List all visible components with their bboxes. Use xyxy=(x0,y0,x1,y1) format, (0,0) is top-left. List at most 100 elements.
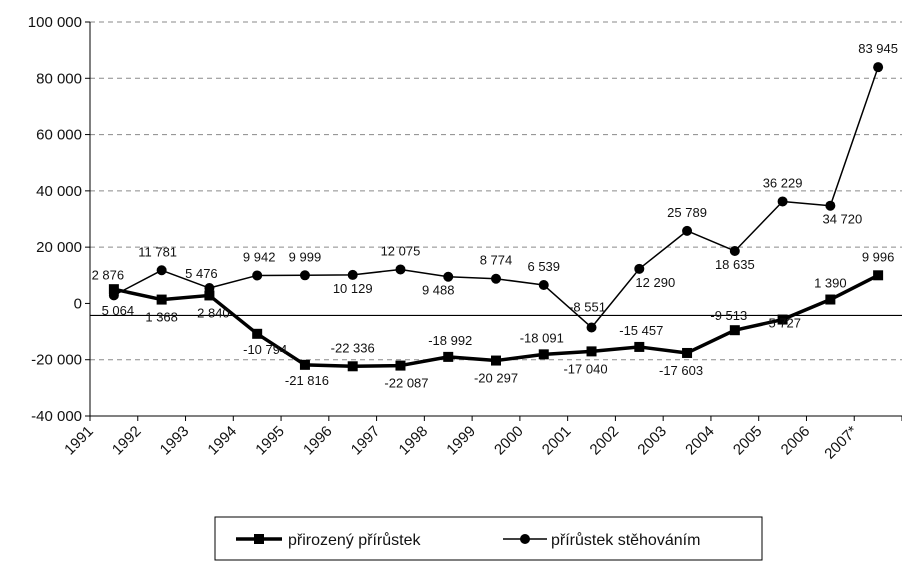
data-point-circle xyxy=(395,264,406,275)
y-tick-label: 60 000 xyxy=(36,127,82,144)
data-label: 1 390 xyxy=(814,276,847,291)
data-point-square xyxy=(491,355,501,366)
data-label: 1 368 xyxy=(145,310,178,325)
x-tick-label: 2002 xyxy=(587,423,623,459)
data-point-square xyxy=(825,294,836,305)
data-label: -20 297 xyxy=(474,371,518,386)
data-label: -8 551 xyxy=(569,299,606,314)
legend-marker-circle xyxy=(520,534,530,544)
x-tick-label: 2005 xyxy=(730,423,766,459)
data-label: 11 781 xyxy=(138,244,177,259)
x-tick-label: 1998 xyxy=(396,423,432,459)
y-axis-tick-labels: -40 000 -20 000 0 20 000 40 000 60 000 80 000 1… xyxy=(28,14,82,425)
data-label: -18 091 xyxy=(520,330,564,345)
data-point-square xyxy=(156,294,167,305)
data-label: -15 457 xyxy=(619,323,663,338)
y-tick-label: 100 000 xyxy=(28,14,82,31)
data-point-square xyxy=(395,360,406,371)
data-point-square xyxy=(586,346,597,357)
x-tick-label: 1996 xyxy=(300,423,336,459)
x-tick-label: 2003 xyxy=(634,423,670,459)
data-point-circle xyxy=(873,62,884,73)
y-tick-label: 20 000 xyxy=(36,239,82,256)
x-axis-tick-labels: 1991 1992 1993 1994 1995 1996 1997 1998 1999 2000… xyxy=(61,423,861,463)
data-label: 5 064 xyxy=(102,303,135,318)
data-label: -9 513 xyxy=(710,308,747,323)
series-group xyxy=(108,62,884,372)
data-label: -17 603 xyxy=(659,363,703,378)
data-label: 9 996 xyxy=(862,249,895,264)
x-tick-label: 1993 xyxy=(157,423,193,459)
data-label: 10 129 xyxy=(333,281,373,296)
y-tick-label: 40 000 xyxy=(36,183,82,200)
x-tick-label: 1995 xyxy=(252,423,288,459)
data-label: 12 290 xyxy=(635,275,675,290)
data-point-circle xyxy=(443,271,454,282)
y-tick-label: -40 000 xyxy=(31,408,82,425)
legend-box xyxy=(214,516,763,561)
legend-label-migration-increase: přírůstek stěhováním xyxy=(551,531,700,549)
data-point-circle xyxy=(252,270,263,281)
data-point-square xyxy=(443,351,454,362)
data-label: 2 840 xyxy=(197,305,230,320)
data-label: 9 942 xyxy=(243,249,276,264)
data-point-circle xyxy=(347,269,358,280)
data-label: 8 774 xyxy=(480,253,513,268)
data-point-square xyxy=(299,359,310,370)
data-point-circle xyxy=(586,322,597,333)
data-label: -18 992 xyxy=(428,333,472,348)
data-label: 25 789 xyxy=(667,205,707,220)
x-tick-label: 2006 xyxy=(778,423,814,459)
x-tick-label: 2000 xyxy=(491,423,527,459)
x-tick-label: 1997 xyxy=(348,423,384,459)
x-tick-label: 1991 xyxy=(61,423,97,459)
data-label: 9 999 xyxy=(289,249,322,264)
data-label: 12 075 xyxy=(381,243,421,258)
data-label: -17 040 xyxy=(563,361,607,376)
data-label: -22 087 xyxy=(384,376,428,391)
data-point-circle xyxy=(777,196,788,207)
legend: přirozený přírůstek přírůstek stěhováním xyxy=(214,516,763,561)
data-point-circle xyxy=(825,200,836,211)
series-line-migration-increase xyxy=(113,66,879,329)
data-point-square xyxy=(538,349,549,360)
x-tick-label: 2007* xyxy=(821,423,861,463)
y-tick-label: 80 000 xyxy=(36,70,82,87)
x-tick-label: 2004 xyxy=(682,423,718,459)
data-label: 18 635 xyxy=(715,257,755,272)
data-label: 9 488 xyxy=(422,283,455,298)
data-label: 36 229 xyxy=(763,175,803,190)
data-point-circle xyxy=(108,290,119,301)
data-point-square xyxy=(204,290,215,301)
data-label: 2 876 xyxy=(92,267,125,282)
data-label: 5 476 xyxy=(185,266,218,281)
data-point-circle xyxy=(299,270,310,281)
x-tick-label: 2001 xyxy=(539,423,575,459)
data-point-square xyxy=(729,325,740,336)
x-tick-label: 1999 xyxy=(443,423,479,459)
x-tick-label: 1994 xyxy=(205,423,241,459)
data-point-circle xyxy=(491,273,501,284)
x-tick-label: 1992 xyxy=(109,423,145,459)
data-label: -5 727 xyxy=(764,316,801,331)
data-point-square xyxy=(108,284,119,295)
data-point-circle xyxy=(204,283,215,294)
data-point-square xyxy=(347,361,358,372)
data-labels: 5 064 1 368 2 840 -10 794 -21 816 -22 336 -22 … xyxy=(92,41,898,390)
data-point-circle xyxy=(538,280,549,291)
data-label: -22 336 xyxy=(331,340,375,355)
data-label: 6 539 xyxy=(527,259,560,274)
y-tick-label: -20 000 xyxy=(31,352,82,369)
axes xyxy=(85,21,902,421)
legend-marker-square xyxy=(254,534,264,544)
data-point-circle xyxy=(634,263,645,274)
data-point-circle xyxy=(682,225,693,236)
data-label: 34 720 xyxy=(822,212,862,227)
data-point-square xyxy=(777,314,788,325)
data-point-circle xyxy=(729,245,740,256)
legend-label-natural-increase: přirozený přírůstek xyxy=(288,531,421,549)
data-point-square xyxy=(252,328,263,339)
data-point-circle xyxy=(156,265,167,276)
data-point-square xyxy=(873,270,884,281)
